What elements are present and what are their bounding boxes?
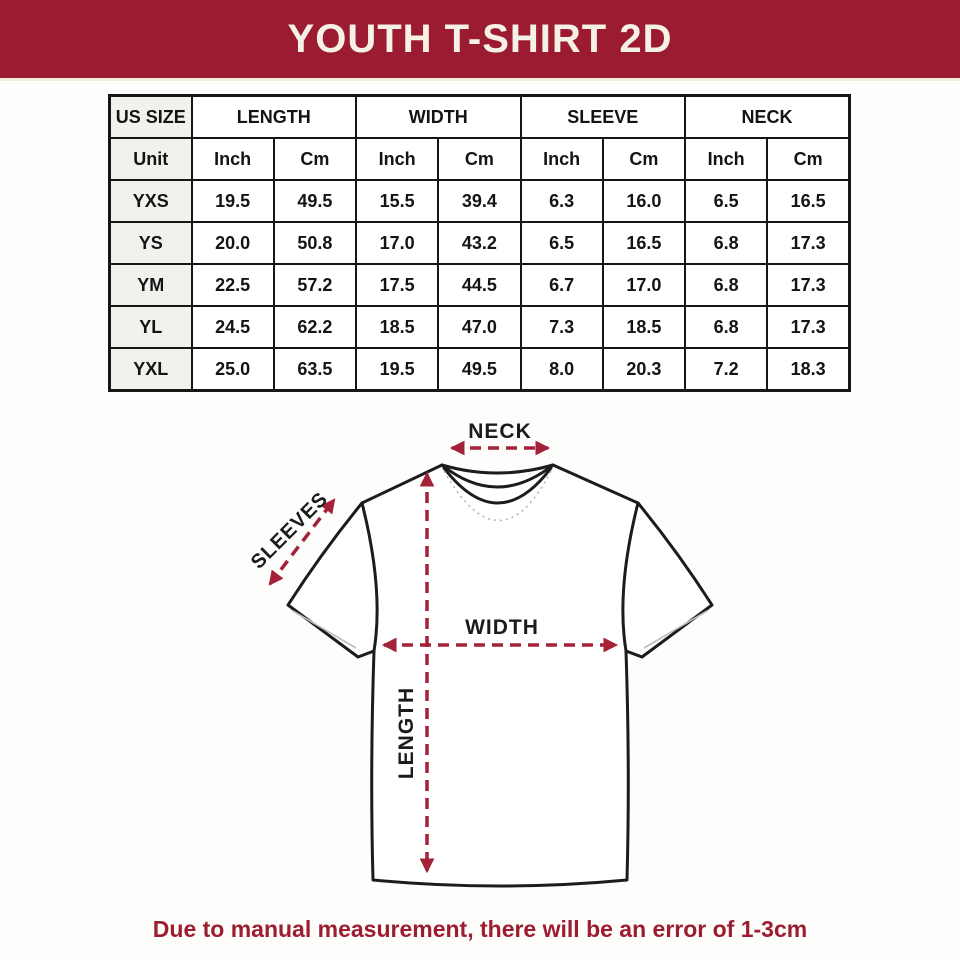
unit-neck-inch: Inch: [683, 137, 769, 181]
unit-sleeve-cm: Cm: [601, 137, 687, 181]
cell: 6.5: [683, 179, 769, 223]
cell: 57.2: [272, 263, 358, 307]
cell: 49.5: [437, 347, 522, 392]
cell: 6.8: [683, 305, 769, 349]
size-label: YM: [108, 263, 193, 307]
tshirt-outline: [286, 463, 714, 888]
cell: 63.5: [272, 347, 358, 392]
unit-length-cm: Cm: [272, 137, 358, 181]
cell: 62.2: [272, 305, 358, 349]
left-armhole-seam: [360, 501, 379, 653]
width-label: WIDTH: [465, 616, 539, 639]
size-label: YS: [108, 221, 193, 265]
table-row-yl: YL 24.5 62.2 18.5 47.0 7.3 18.5 6.8 17.3: [108, 305, 851, 349]
cell: 39.4: [437, 179, 522, 223]
right-armhole-seam: [621, 501, 640, 653]
size-label: YXL: [108, 347, 193, 392]
cell: 8.0: [519, 347, 604, 392]
cell: 20.3: [601, 347, 687, 392]
table-row-yxl: YXL 25.0 63.5 19.5 49.5 8.0 20.3 7.2 18.…: [108, 347, 851, 392]
cell: 20.0: [190, 221, 275, 265]
header-group-row: US SIZE LENGTH WIDTH SLEEVE NECK: [108, 94, 851, 139]
cell: 17.3: [766, 221, 851, 265]
unit-length-inch: Inch: [190, 137, 275, 181]
cell: 43.2: [437, 221, 522, 265]
title-banner: YOUTH T-SHIRT 2D: [0, 0, 960, 81]
unit-neck-cm: Cm: [766, 137, 851, 181]
cell: 18.3: [766, 347, 851, 392]
cell: 18.5: [601, 305, 687, 349]
cell: 17.5: [354, 263, 440, 307]
neck-label: NECK: [468, 420, 532, 443]
header-us-size: US SIZE: [108, 94, 193, 139]
cell: 19.5: [354, 347, 440, 392]
cell: 6.7: [519, 263, 604, 307]
header-length: LENGTH: [190, 94, 357, 139]
page-title: YOUTH T-SHIRT 2D: [287, 16, 673, 61]
length-label: LENGTH: [395, 687, 418, 779]
size-label: YXS: [108, 179, 193, 223]
cell: 44.5: [437, 263, 522, 307]
header-neck: NECK: [684, 94, 851, 139]
cell: 24.5: [190, 305, 275, 349]
table-row-yxs: YXS 19.5 49.5 15.5 39.4 6.3 16.0 6.5 16.…: [108, 179, 851, 223]
cell: 16.5: [766, 179, 851, 223]
unit-sleeve-inch: Inch: [519, 137, 604, 181]
cell: 18.5: [354, 305, 440, 349]
unit-row: Unit Inch Cm Inch Cm Inch Cm Inch Cm: [108, 137, 851, 181]
collar-back-stitch: [443, 470, 552, 522]
cell: 49.5: [272, 179, 358, 223]
cell: 19.5: [190, 179, 275, 223]
cell: 7.3: [519, 305, 604, 349]
unit-width-inch: Inch: [354, 137, 440, 181]
table-row-ys: YS 20.0 50.8 17.0 43.2 6.5 16.5 6.8 17.3: [108, 221, 851, 265]
table-row-ym: YM 22.5 57.2 17.5 44.5 6.7 17.0 6.8 17.3: [108, 263, 851, 307]
size-label: YL: [108, 305, 193, 349]
cell: 6.3: [519, 179, 604, 223]
unit-label: Unit: [108, 137, 193, 181]
cell: 17.3: [766, 263, 851, 307]
tshirt-diagram: NECK SLEEVES WIDTH LENGTH: [247, 420, 714, 888]
collar-band-lower: [442, 466, 553, 505]
header-width: WIDTH: [355, 94, 522, 139]
unit-width-cm: Cm: [437, 137, 522, 181]
cell: 17.0: [601, 263, 687, 307]
measurement-note: Due to manual measurement, there will be…: [152, 916, 808, 942]
left-cuff-stitch: [292, 610, 357, 649]
cell: 15.5: [354, 179, 440, 223]
cell: 6.8: [683, 263, 769, 307]
cell: 16.0: [601, 179, 687, 223]
cell: 17.3: [766, 305, 851, 349]
cell: 16.5: [601, 221, 687, 265]
cell: 47.0: [437, 305, 522, 349]
right-cuff-stitch: [643, 610, 708, 649]
size-chart-table: US SIZE LENGTH WIDTH SLEEVE NECK Unit In…: [108, 94, 851, 392]
cell: 17.0: [354, 221, 440, 265]
cell: 6.5: [519, 221, 604, 265]
cell: 6.8: [683, 221, 769, 265]
header-sleeve: SLEEVE: [519, 94, 686, 139]
collar-band-upper: [440, 463, 555, 489]
cell: 7.2: [683, 347, 769, 392]
cell: 25.0: [190, 347, 275, 392]
cell: 50.8: [272, 221, 358, 265]
cell: 22.5: [190, 263, 275, 307]
